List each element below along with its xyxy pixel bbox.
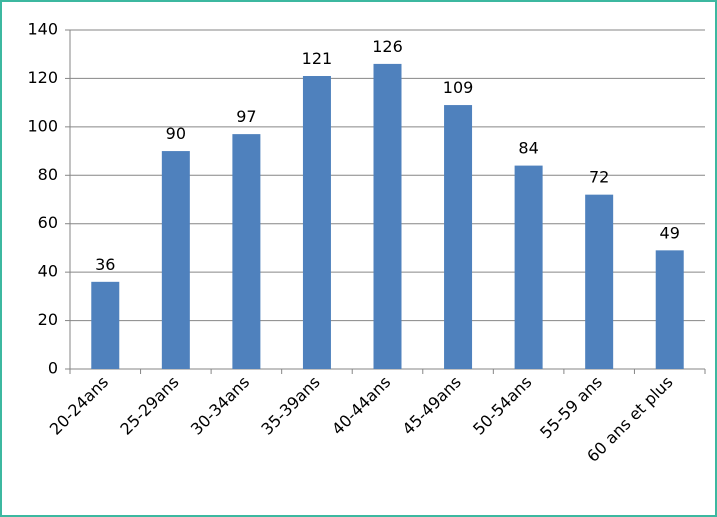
y-tick-label: 60: [38, 213, 58, 232]
data-label: 84: [518, 139, 538, 158]
bar: [232, 134, 261, 369]
data-label: 90: [166, 124, 186, 143]
y-tick-label: 0: [48, 359, 58, 378]
bar: [373, 63, 402, 370]
y-tick-label: 100: [27, 116, 58, 135]
y-tick-label: 120: [27, 68, 58, 87]
data-label: 109: [443, 78, 474, 97]
y-tick-label: 80: [38, 165, 58, 184]
bar: [91, 281, 120, 369]
bar: [585, 194, 614, 369]
bar: [655, 250, 684, 369]
y-tick-label: 20: [38, 310, 58, 329]
data-label: 72: [589, 168, 609, 187]
bar: [444, 105, 473, 370]
data-label: 126: [372, 37, 403, 56]
bar: [302, 76, 331, 369]
y-tick-label: 40: [38, 262, 58, 281]
data-label: 36: [95, 255, 115, 274]
data-label: 121: [302, 49, 333, 68]
bar: [161, 151, 190, 369]
data-label: 49: [660, 223, 680, 242]
y-tick-label: 140: [27, 20, 58, 39]
bar: [514, 165, 543, 369]
data-label: 97: [236, 107, 256, 126]
